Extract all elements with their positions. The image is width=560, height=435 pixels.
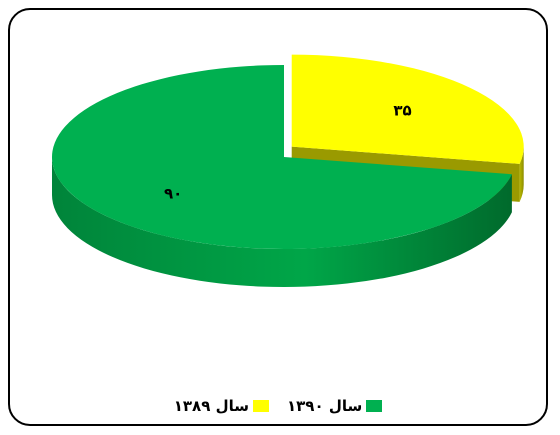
pie-slice-green (51, 65, 512, 249)
legend-label-1389: سال ۱۳۸۹ (173, 397, 249, 415)
data-label-green: ۹۰ (164, 184, 182, 202)
legend-item-1389: سال ۱۳۸۹ (174, 397, 269, 415)
pie-slice-yellow (291, 54, 524, 164)
legend-label-1390: سال ۱۳۹۰ (287, 397, 363, 415)
legend-swatch-green (366, 400, 383, 412)
pie-slice-side-yellow (519, 146, 524, 202)
pie-slice-side-green (52, 157, 512, 287)
data-label-yellow: ۳۵ (393, 101, 411, 119)
pie-chart: ۳۵ ۹۰ (51, 54, 524, 287)
legend-swatch-yellow (253, 400, 269, 412)
legend-item-1390: سال ۱۳۹۰ (287, 397, 383, 415)
legend: سال ۱۳۹۰ سال ۱۳۸۹ (10, 395, 546, 417)
chart-frame: ۳۵ ۹۰ سال ۱۳۹۰ سال ۱۳۸۹ (8, 8, 548, 426)
